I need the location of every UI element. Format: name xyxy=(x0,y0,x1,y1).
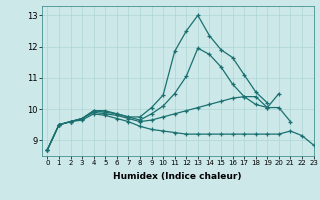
X-axis label: Humidex (Indice chaleur): Humidex (Indice chaleur) xyxy=(113,172,242,181)
